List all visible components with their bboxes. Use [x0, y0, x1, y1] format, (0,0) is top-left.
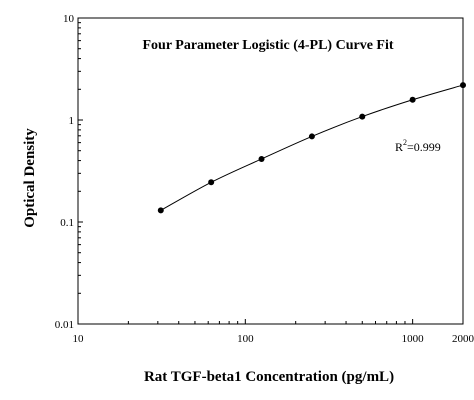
y-tick-label: 1 — [69, 115, 75, 127]
r-squared-superscript: 2 — [403, 138, 407, 147]
y-tick-label: 0.01 — [55, 319, 74, 331]
x-tick-label: 2000 — [452, 333, 474, 345]
data-point — [409, 96, 416, 103]
x-axis-title: Rat TGF-beta1 Concentration (pg/mL) — [144, 369, 394, 385]
x-tick-label: 1000 — [402, 333, 425, 345]
chart-title: Four Parameter Logistic (4-PL) Curve Fit — [142, 38, 393, 53]
y-tick-label: 0.1 — [60, 217, 74, 229]
x-axis: 10 100 1000 2000 — [73, 319, 474, 345]
y-axis-title: Optical Density — [22, 128, 38, 228]
r-squared-symbol: R — [395, 140, 403, 154]
x-tick-label: 10 — [73, 333, 85, 345]
data-point — [208, 179, 215, 186]
plot-frame — [77, 17, 464, 325]
data-point — [157, 207, 164, 214]
data-point — [460, 82, 466, 89]
data-point — [308, 133, 315, 140]
x-tick-label: 100 — [237, 333, 254, 345]
y-tick-label: 10 — [63, 13, 75, 25]
y-axis: 0.01 0.1 1 10 — [55, 13, 83, 331]
r-squared-value: =0.999 — [407, 140, 441, 154]
data-point — [359, 113, 366, 120]
data-points — [157, 82, 466, 214]
data-point — [258, 155, 265, 162]
r-squared-annotation: R2=0.999 — [395, 138, 441, 154]
